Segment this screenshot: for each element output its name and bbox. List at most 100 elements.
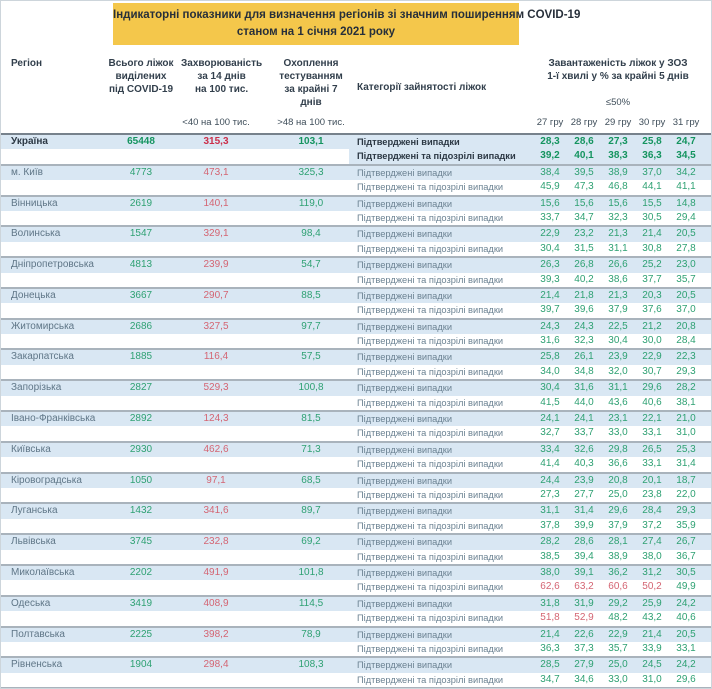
testing-cell: 325,3 bbox=[298, 166, 324, 178]
occupancy-value: 25,3 bbox=[676, 443, 696, 455]
occupancy-value: 21,8 bbox=[574, 289, 594, 301]
occupancy-value: 31,1 bbox=[608, 242, 628, 254]
occupancy-value: 24,7 bbox=[676, 136, 696, 147]
occupancy-value: 41,5 bbox=[540, 396, 560, 408]
table-row-confirmed-suspected: Підтверджені та підозрілі випадки 51,8 52… bbox=[1, 611, 711, 626]
region-name-cell: Житомирська bbox=[11, 320, 75, 332]
occupancy-value: 27,4 bbox=[642, 536, 662, 548]
table-row-confirmed-suspected: Підтверджені та підозрілі випадки 38,5 39… bbox=[1, 549, 711, 564]
occupancy-value: 32,0 bbox=[608, 365, 628, 377]
occupancy-value: 37,0 bbox=[676, 304, 696, 316]
category-label-confirmed-suspected: Підтверджені та підозрілі випадки bbox=[357, 459, 504, 470]
occupancy-value: 22,5 bbox=[608, 320, 628, 332]
table-row-confirmed-suspected: Підтверджені та підозрілі випадки 41,4 40… bbox=[1, 457, 711, 472]
table-row-confirmed: м. Київ 4773 473,1 325,3 Підтверджені ви… bbox=[1, 165, 711, 181]
occupancy-value: 22,9 bbox=[642, 351, 662, 363]
beds-total-cell: 2619 bbox=[129, 197, 153, 209]
table-row-confirmed: Україна 65448 315,3 103,1 Підтверджені в… bbox=[1, 135, 711, 150]
region-name-cell-empty bbox=[1, 365, 101, 379]
incidence-cell: 408,9 bbox=[203, 597, 229, 609]
occupancy-value: 28,2 bbox=[540, 536, 560, 548]
table-row-confirmed-suspected: Підтверджені та підозрілі випадки 34,7 34… bbox=[1, 672, 711, 688]
occupancy-value: 22,0 bbox=[676, 488, 696, 500]
occupancy-value: 30,4 bbox=[608, 335, 628, 347]
occupancy-value: 28,4 bbox=[642, 505, 662, 517]
category-label-confirmed-suspected: Підтверджені та підозрілі випадки bbox=[357, 305, 504, 316]
occupancy-value: 31,5 bbox=[574, 242, 594, 254]
testing-cell: 101,8 bbox=[298, 566, 324, 578]
occupancy-value: 28,4 bbox=[676, 335, 696, 347]
occupancy-value: 26,7 bbox=[676, 536, 696, 548]
occupancy-value: 20,1 bbox=[642, 474, 662, 486]
occupancy-value: 25,0 bbox=[608, 488, 628, 500]
occupancy-value: 34,8 bbox=[574, 365, 594, 377]
region-name-cell-empty bbox=[1, 334, 101, 348]
region-name-cell-empty bbox=[1, 303, 101, 317]
date-header-27: 27 гру bbox=[536, 117, 564, 128]
category-label-confirmed-suspected: Підтверджені та підозрілі випадки bbox=[357, 243, 504, 254]
occupancy-value: 29,8 bbox=[608, 443, 628, 455]
incidence-cell: 329,1 bbox=[203, 228, 229, 240]
category-label-confirmed-suspected: Підтверджені та підозрілі випадки bbox=[357, 151, 516, 162]
category-label-confirmed-suspected: Підтверджені та підозрілі випадки bbox=[357, 582, 504, 593]
beds-total-cell: 1904 bbox=[129, 659, 153, 671]
occupancy-value: 48,2 bbox=[608, 612, 628, 624]
occupancy-value: 24,3 bbox=[574, 320, 594, 332]
column-header-category: Категорії зайнятості ліжок bbox=[357, 82, 487, 93]
occupancy-value: 39,1 bbox=[574, 566, 594, 578]
category-label-confirmed: Підтверджені випадки bbox=[357, 660, 453, 671]
occupancy-value: 34,2 bbox=[676, 166, 696, 178]
region-name-cell: Волинська bbox=[11, 228, 61, 240]
incidence-cell: 298,4 bbox=[203, 659, 229, 671]
occupancy-value: 60,6 bbox=[608, 581, 628, 593]
table-row-confirmed-suspected: Підтверджені та підозрілі випадки 31,6 32… bbox=[1, 334, 711, 349]
occupancy-value: 31,4 bbox=[574, 505, 594, 517]
occupancy-value: 24,2 bbox=[676, 597, 696, 609]
occupancy-value: 20,5 bbox=[676, 228, 696, 240]
beds-total-cell: 2827 bbox=[129, 382, 153, 394]
region-block: Дніпропетровська 4813 239,9 54,7 Підтвер… bbox=[1, 256, 711, 287]
category-label-confirmed-suspected: Підтверджені та підозрілі випадки bbox=[357, 428, 504, 439]
beds-total-cell: 1885 bbox=[129, 351, 153, 363]
occupancy-value: 24,4 bbox=[540, 474, 560, 486]
column-header-occupancy: Завантаженість ліжок у ЗОЗ 1-ї хвилі у %… bbox=[547, 58, 689, 82]
testing-cell: 88,5 bbox=[301, 289, 321, 301]
occupancy-value: 14,8 bbox=[676, 197, 696, 209]
occupancy-value: 23,8 bbox=[642, 488, 662, 500]
occupancy-value: 31,1 bbox=[540, 505, 560, 517]
occupancy-value: 37,3 bbox=[574, 642, 594, 654]
occupancy-value: 34,6 bbox=[574, 673, 594, 685]
occupancy-value: 39,4 bbox=[574, 550, 594, 562]
occupancy-value: 38,0 bbox=[540, 566, 560, 578]
occupancy-value: 15,6 bbox=[608, 197, 628, 209]
category-label-confirmed: Підтверджені випадки bbox=[357, 506, 453, 517]
testing-cell: 81,5 bbox=[301, 413, 321, 425]
occupancy-value: 39,6 bbox=[574, 304, 594, 316]
page-title-line2: станом на 1 січня 2021 року bbox=[236, 25, 396, 38]
incidence-cell: 462,6 bbox=[203, 443, 229, 455]
testing-cell: 108,3 bbox=[298, 659, 324, 671]
occupancy-value: 39,2 bbox=[540, 150, 560, 162]
category-label-confirmed-suspected: Підтверджені та підозрілі випадки bbox=[357, 274, 504, 285]
category-label-confirmed: Підтверджені випадки bbox=[357, 352, 453, 363]
testing-cell: 119,0 bbox=[298, 197, 324, 209]
page-title-line1: Індикаторні показники для визначення рег… bbox=[113, 9, 581, 21]
column-header-incidence: Захворюваність за 14 днів на 100 тис. bbox=[181, 58, 263, 95]
occupancy-value: 24,5 bbox=[642, 659, 662, 671]
occupancy-value: 37,9 bbox=[608, 519, 628, 531]
occupancy-value: 21,2 bbox=[642, 320, 662, 332]
occupancy-value: 41,1 bbox=[676, 181, 696, 193]
beds-total-cell: 3667 bbox=[129, 289, 153, 301]
region-name-cell-empty bbox=[1, 457, 101, 471]
incidence-threshold-label: <40 на 100 тис. bbox=[182, 117, 250, 128]
region-name-cell-empty bbox=[1, 242, 101, 256]
table-row-confirmed: Львівська 3745 232,8 69,2 Підтверджені в… bbox=[1, 535, 711, 550]
occupancy-value: 29,3 bbox=[676, 365, 696, 377]
occupancy-value: 34,7 bbox=[574, 211, 594, 223]
occupancy-value: 29,4 bbox=[676, 211, 696, 223]
occupancy-value: 26,6 bbox=[608, 259, 628, 271]
category-label-confirmed-suspected: Підтверджені та підозрілі випадки bbox=[357, 674, 504, 685]
testing-cell: 78,9 bbox=[301, 628, 321, 640]
occupancy-value: 36,7 bbox=[676, 550, 696, 562]
occupancy-value: 23,1 bbox=[608, 413, 628, 425]
